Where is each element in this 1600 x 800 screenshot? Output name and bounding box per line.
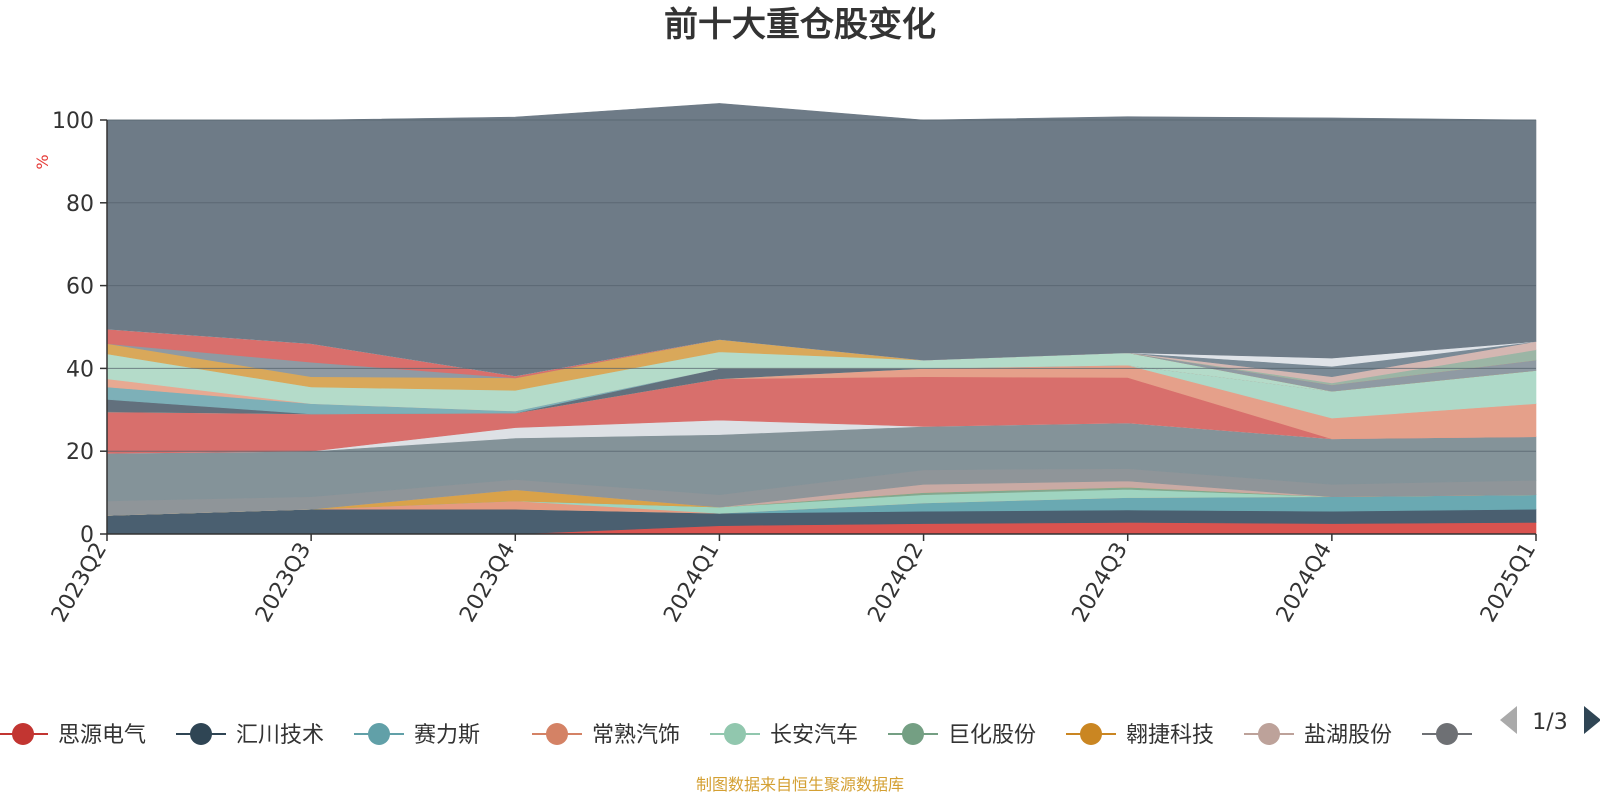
legend-item-8[interactable]: 亿纬锂能 [1422,723,1570,748]
legend-item-4[interactable]: 长安汽车 [710,723,858,748]
y-tick-label-4: 80 [66,192,94,217]
y-axis-unit: % [33,154,52,169]
legend-item-0[interactable]: 思源电气 [0,723,146,748]
area-layers [106,103,1537,535]
legend-label-5: 巨化股份 [948,723,1036,748]
legend-item-1[interactable]: 汇川技术 [176,723,324,748]
legend-label-1: 汇川技术 [236,723,324,748]
x-tick-label-3: 2024Q1 [659,539,724,627]
x-tick-label-7: 2025Q1 [1476,539,1541,627]
legend-marker-4 [724,723,746,745]
legend-marker-6 [1080,723,1102,745]
legend-label-3: 常熟汽饰 [592,723,680,748]
legend-marker-1 [190,723,212,745]
y-tick-label-1: 20 [66,440,94,465]
legend-marker-5 [902,723,924,745]
legend-item-2[interactable]: 赛力斯 [354,723,480,748]
x-tick-label-5: 2024Q3 [1068,539,1133,627]
legend-label-4: 长安汽车 [770,723,858,748]
legend-marker-7 [1258,723,1280,745]
x-tick-label-4: 2024Q2 [863,539,928,627]
legend-label-6: 翱捷科技 [1126,723,1214,748]
legend-label-2: 赛力斯 [414,723,480,748]
legend-page-indicator: 1/3 [1532,710,1567,735]
legend-label-0: 思源电气 [58,723,146,748]
chart-title: 前十大重仓股变化 [664,5,936,45]
legend-label-7: 盐湖股份 [1304,723,1392,748]
data-source-note: 制图数据来自恒生聚源数据库 [696,775,904,794]
legend-marker-8 [1436,723,1458,745]
legend-item-6[interactable]: 翱捷科技 [1066,723,1214,748]
y-tick-label-0: 0 [80,523,94,548]
legend-marker-3 [546,723,568,745]
y-tick-label-5: 100 [52,109,94,134]
legend-item-7[interactable]: 盐湖股份 [1244,723,1392,748]
grid-lines [107,119,1536,452]
x-tick-label-2: 2023Q4 [455,539,520,627]
y-tick-label-3: 60 [66,275,94,300]
x-tick-label-6: 2024Q4 [1272,539,1337,627]
legend-next-page-icon[interactable] [1584,706,1600,734]
x-tick-label-1: 2023Q3 [251,539,316,627]
legend-marker-0 [12,723,34,745]
legend-pager: 1/3 [1500,706,1600,735]
legend: 思源电气 汇川技术 赛力斯 常熟汽饰 长安汽车 巨化股份 翱捷科技 盐湖股份 亿纬锂能 [0,723,1570,748]
x-tick-label-0: 2023Q2 [47,539,112,627]
legend-marker-2 [368,723,390,745]
area-series-25 [106,103,1537,377]
legend-prev-page-icon[interactable] [1500,706,1517,734]
legend-item-5[interactable]: 巨化股份 [888,723,1036,748]
y-tick-label-2: 40 [66,357,94,382]
legend-item-3[interactable]: 常熟汽饰 [532,723,680,748]
